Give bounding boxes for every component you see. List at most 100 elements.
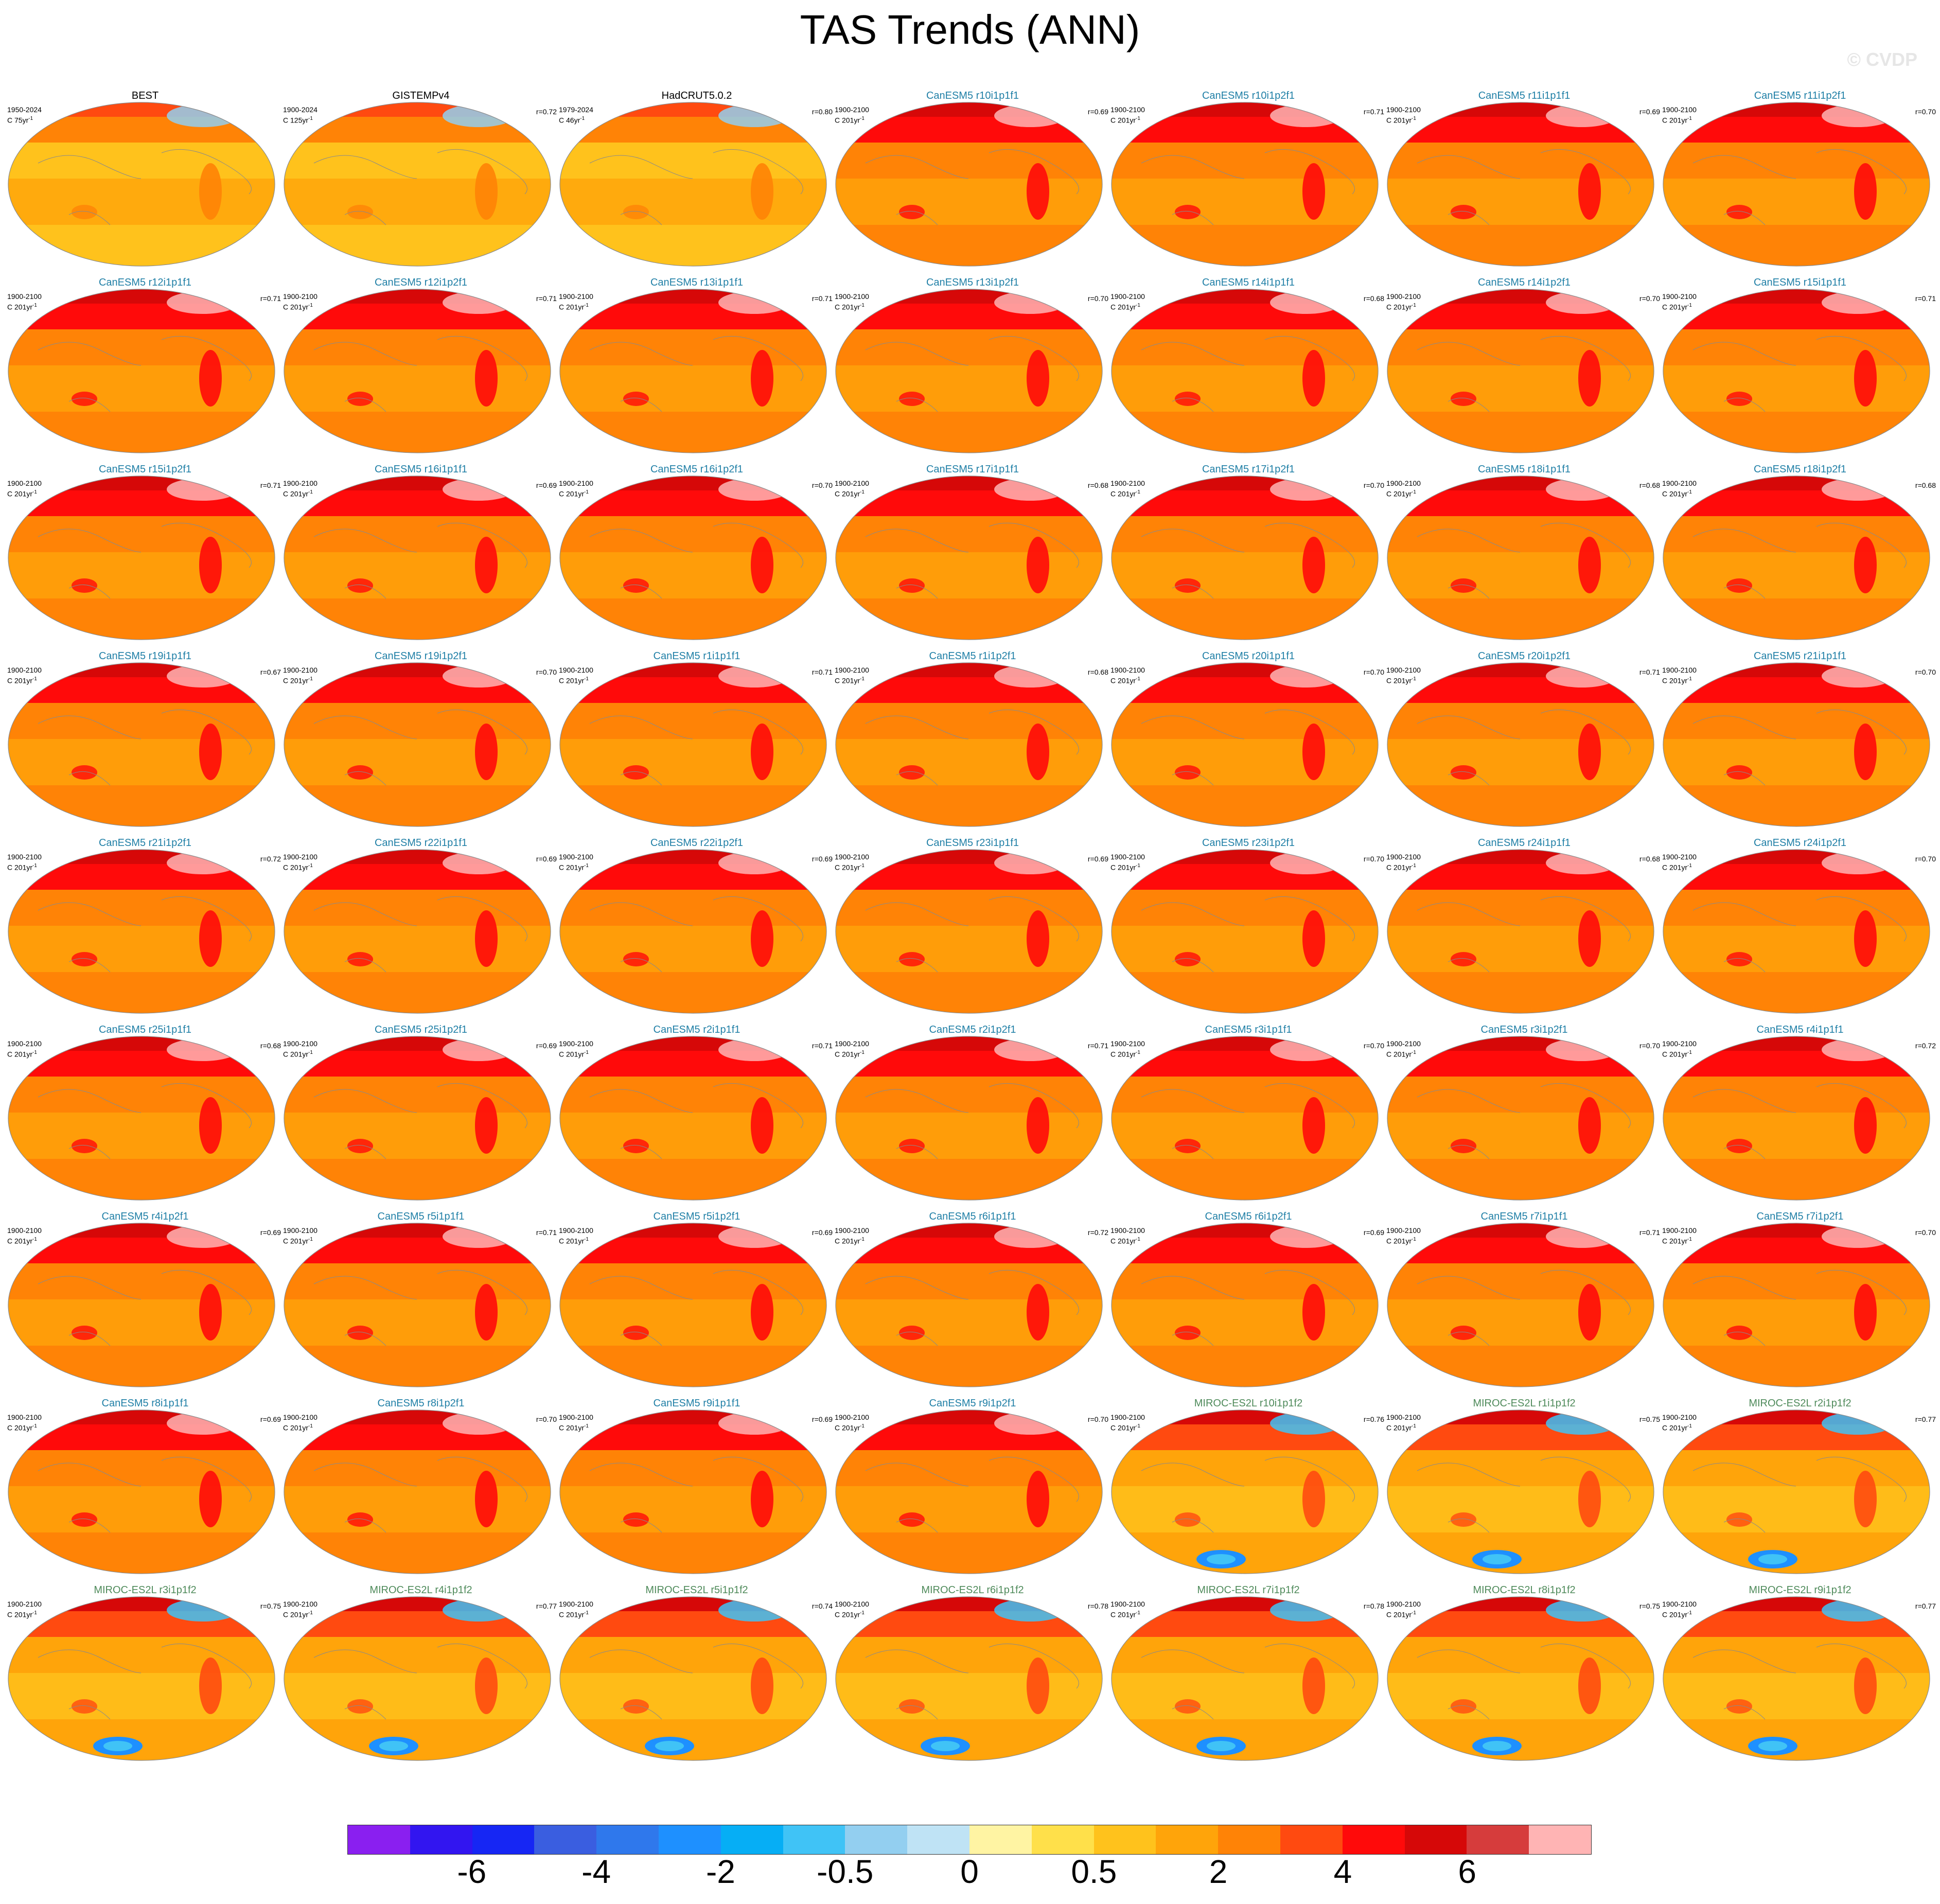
panel-period-years: 1900-2100 xyxy=(1386,1413,1421,1421)
panel-title: CanESM5 r19i1p1f1 xyxy=(98,650,192,662)
panel-units: C 201yr-1 xyxy=(1662,1609,1697,1619)
panel-units: C 201yr-1 xyxy=(835,1048,869,1059)
panel-pattern-correlation: r=0.70 xyxy=(536,668,557,676)
panel-units-text: C 201yr xyxy=(1662,863,1688,872)
map-panel: CanESM5 r6i1p2f1 1900-2100 C 201yr-1 r=0.69 xyxy=(1110,1211,1386,1398)
panel-units-exponent: -1 xyxy=(1687,676,1692,682)
panel-pattern-correlation: r=0.69 xyxy=(260,1415,281,1423)
map-panel: CanESM5 r8i1p1f1 1900-2100 C 201yr-1 r=0.69 xyxy=(7,1398,283,1584)
trend-map xyxy=(284,1596,551,1761)
trend-map xyxy=(8,662,275,827)
panel-units-text: C 201yr xyxy=(1386,1610,1412,1619)
panel-title: CanESM5 r5i1p1f1 xyxy=(377,1211,465,1222)
panel-units: C 201yr-1 xyxy=(1386,114,1421,125)
colorbar-bin xyxy=(720,1825,783,1854)
colorbar-bin xyxy=(534,1825,597,1854)
panel-units: C 201yr-1 xyxy=(1110,114,1145,125)
panel-units-text: C 201yr xyxy=(283,863,309,872)
panel-units-exponent: -1 xyxy=(308,676,313,682)
panel-units-text: C 201yr xyxy=(7,863,33,872)
panel-period: 1900-2100 C 201yr-1 xyxy=(1110,853,1145,872)
panel-pattern-correlation: r=0.74 xyxy=(812,1602,833,1610)
panel-period: 1900-2100 C 201yr-1 xyxy=(1110,479,1145,499)
panel-title: CanESM5 r22i1p2f1 xyxy=(650,837,744,849)
panel-pattern-correlation: r=0.67 xyxy=(260,668,281,676)
panel-title: CanESM5 r1i1p1f1 xyxy=(653,650,740,662)
panel-title: MIROC-ES2L r6i1p1f2 xyxy=(921,1584,1024,1596)
panel-units-text: C 201yr xyxy=(1662,303,1688,311)
panel-period-years: 1900-2100 xyxy=(1110,853,1145,861)
panel-pattern-correlation: r=0.70 xyxy=(1363,668,1384,676)
panel-units: C 125yr-1 xyxy=(283,114,318,125)
panel-period: 1900-2100 C 201yr-1 xyxy=(559,292,593,312)
colorbar-bin xyxy=(1529,1825,1591,1854)
panel-units: C 201yr-1 xyxy=(1110,1048,1145,1059)
panel-units-exponent: -1 xyxy=(308,489,313,495)
panel-units: C 201yr-1 xyxy=(835,1422,869,1433)
panel-units-text: C 201yr xyxy=(7,303,33,311)
panel-units-exponent: -1 xyxy=(1412,1423,1416,1429)
panel-units-text: C 75yr xyxy=(7,116,29,125)
panel-title: CanESM5 r11i1p2f1 xyxy=(1754,90,1846,101)
map-panel: CanESM5 r23i1p1f1 1900-2100 C 201yr-1 r=0.6… xyxy=(835,837,1110,1024)
panel-pattern-correlation: r=0.71 xyxy=(1639,1228,1660,1237)
panel-units: C 201yr-1 xyxy=(1662,675,1697,685)
map-panel: CanESM5 r15i1p2f1 1900-2100 C 201yr-1 r=0.7… xyxy=(7,464,283,650)
panel-pattern-correlation: r=0.69 xyxy=(812,1228,833,1237)
panel-pattern-correlation: r=0.72 xyxy=(260,855,281,863)
trend-map xyxy=(1663,475,1930,640)
panel-units-text: C 201yr xyxy=(283,303,309,311)
map-panel: CanESM5 r20i1p2f1 1900-2100 C 201yr-1 r=0.7… xyxy=(1386,650,1662,837)
map-panel: GISTEMPv4 1900-2024 C 125yr-1 r=0.72 xyxy=(283,90,559,277)
panel-period-years: 1900-2024 xyxy=(283,105,318,114)
panel-title: CanESM5 r7i1p2f1 xyxy=(1756,1211,1844,1222)
panel-title: HadCRUT5.0.2 xyxy=(661,90,732,101)
panel-units-text: C 201yr xyxy=(559,676,585,685)
panel-units: C 201yr-1 xyxy=(835,114,869,125)
panel-pattern-correlation: r=0.75 xyxy=(1639,1602,1660,1610)
trend-map xyxy=(284,1036,551,1201)
cvdp-watermark: © CVDP xyxy=(1847,49,1917,70)
colorbar-bin xyxy=(969,1825,1032,1854)
panel-units-text: C 201yr xyxy=(559,303,585,311)
panel-pattern-correlation: r=0.72 xyxy=(1915,1042,1936,1050)
panel-units-exponent: -1 xyxy=(308,303,313,308)
panel-period-years: 1900-2100 xyxy=(559,853,593,861)
panel-period: 1900-2100 C 201yr-1 xyxy=(835,666,869,685)
panel-units-text: C 201yr xyxy=(7,1610,33,1619)
panel-pattern-correlation: r=0.71 xyxy=(260,481,281,489)
map-panel: MIROC-ES2L r10i1p1f2 1900-2100 C 201yr-1 r=… xyxy=(1110,1398,1386,1584)
panel-period: 1900-2100 C 201yr-1 xyxy=(1110,1226,1145,1246)
trend-map xyxy=(559,102,827,267)
trend-map xyxy=(835,1596,1103,1761)
panel-period-years: 1900-2100 xyxy=(283,666,318,674)
panel-units-exponent: -1 xyxy=(1412,676,1416,682)
panel-period: 1900-2100 C 201yr-1 xyxy=(283,479,318,499)
panel-units: C 201yr-1 xyxy=(283,861,318,872)
panel-units-exponent: -1 xyxy=(32,863,37,869)
map-panel: MIROC-ES2L r3i1p1f2 1900-2100 C 201yr-1 r=0… xyxy=(7,1584,283,1771)
panel-period-years: 1950-2024 xyxy=(7,105,42,114)
panel-units-text: C 201yr xyxy=(1662,116,1688,125)
panel-title: CanESM5 r2i1p1f1 xyxy=(653,1024,740,1035)
panel-title: CanESM5 r14i1p1f1 xyxy=(1202,277,1295,288)
trend-map xyxy=(1111,102,1379,267)
panel-title: CanESM5 r10i1p2f1 xyxy=(1202,90,1295,101)
panel-units: C 201yr-1 xyxy=(1386,1048,1421,1059)
panel-pattern-correlation: r=0.69 xyxy=(1087,108,1108,116)
colorbar-bin xyxy=(1280,1825,1343,1854)
panel-period: 1900-2100 C 201yr-1 xyxy=(1662,292,1697,312)
panel-units-exponent: -1 xyxy=(860,1610,865,1616)
panel-period: 1900-2100 C 201yr-1 xyxy=(1386,666,1421,685)
trend-map xyxy=(1663,1223,1930,1387)
panel-units-exponent: -1 xyxy=(1687,303,1692,308)
panel-period-years: 1900-2100 xyxy=(7,1600,42,1608)
panel-period: 1900-2100 C 201yr-1 xyxy=(283,1226,318,1246)
panel-title: CanESM5 r19i1p2f1 xyxy=(374,650,468,662)
panel-units: C 201yr-1 xyxy=(1386,301,1421,312)
panel-units: C 201yr-1 xyxy=(559,861,593,872)
panel-pattern-correlation: r=0.71 xyxy=(1363,108,1384,116)
panel-units: C 201yr-1 xyxy=(1662,1048,1697,1059)
trend-map xyxy=(284,1409,551,1574)
panel-period: 1900-2100 C 201yr-1 xyxy=(835,1413,869,1433)
